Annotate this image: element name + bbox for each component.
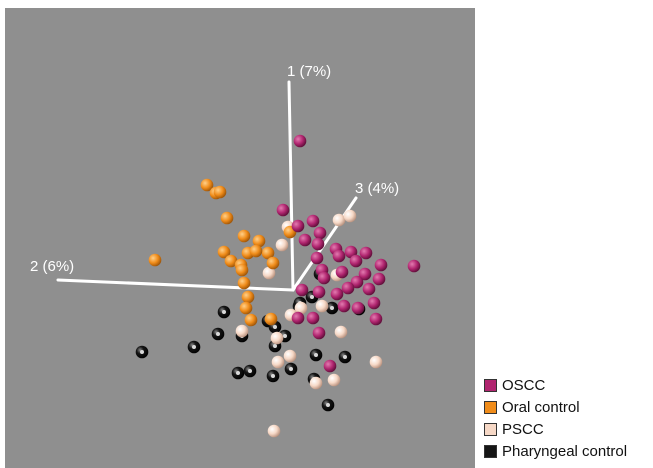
- point-oral-control-20: [264, 312, 278, 326]
- legend-item-oscc: OSCC: [484, 374, 627, 396]
- point-pscc-17: [267, 424, 281, 438]
- legend-swatch-oscc: [484, 378, 497, 392]
- point-highlight-pharyngeal-control-7: [273, 325, 277, 329]
- point-highlight-pharyngeal-control-8: [216, 332, 220, 336]
- legend-item-pharyngeal-control: Pharyngeal control: [484, 440, 627, 462]
- point-pscc-7: [294, 301, 308, 315]
- point-oscc-12: [349, 254, 363, 268]
- point-oral-control-13: [235, 263, 249, 277]
- point-pscc-2: [343, 209, 357, 223]
- point-highlight-pharyngeal-control-5: [222, 310, 226, 314]
- point-oscc-13: [374, 258, 388, 272]
- point-pscc-4: [262, 266, 276, 280]
- point-oscc-23: [295, 283, 309, 297]
- point-oscc-30: [306, 311, 320, 325]
- point-pscc-8: [235, 324, 249, 338]
- point-highlight-pharyngeal-control-19: [271, 374, 275, 378]
- point-oscc-11: [310, 251, 324, 265]
- axis-2-line: [56, 278, 295, 292]
- point-oscc-33: [323, 359, 337, 373]
- point-highlight-pharyngeal-control-14: [314, 353, 318, 357]
- legend-item-oral-control: Oral control: [484, 396, 627, 418]
- point-oral-control-2: [213, 185, 227, 199]
- point-highlight-pharyngeal-control-1: [310, 295, 314, 299]
- point-oscc-19: [372, 272, 386, 286]
- point-oral-control-19: [244, 313, 258, 327]
- point-oscc-28: [351, 301, 365, 315]
- point-pscc-16: [309, 376, 323, 390]
- point-oscc-3: [291, 219, 305, 233]
- point-oral-control-17: [241, 290, 255, 304]
- point-highlight-pharyngeal-control-21: [326, 403, 330, 407]
- point-pscc-3: [275, 238, 289, 252]
- point-oscc-25: [330, 287, 344, 301]
- point-oscc-16: [335, 265, 349, 279]
- point-highlight-pharyngeal-control-12: [140, 350, 144, 354]
- scatter-plot-3d: 1 (7%) 2 (6%) 3 (4%): [5, 8, 475, 468]
- point-highlight-pharyngeal-control-18: [248, 369, 252, 373]
- legend: OSCC Oral control PSCC Pharyngeal contro…: [484, 374, 627, 462]
- point-oscc-5: [298, 233, 312, 247]
- point-oral-control-9: [261, 246, 275, 260]
- point-pscc-10: [334, 325, 348, 339]
- point-highlight-pharyngeal-control-11: [192, 345, 196, 349]
- point-pscc-15: [327, 373, 341, 387]
- legend-label-pscc: PSCC: [502, 420, 544, 438]
- point-oscc-0: [293, 134, 307, 148]
- point-oscc-32: [312, 326, 326, 340]
- axis-1-label: 1 (7%): [287, 63, 331, 80]
- legend-swatch-pscc: [484, 422, 497, 436]
- point-oscc-1: [276, 203, 290, 217]
- legend-swatch-oral-control: [484, 400, 497, 414]
- point-highlight-pharyngeal-control-3: [330, 306, 334, 310]
- point-pscc-1: [332, 213, 346, 227]
- legend-label-oscc: OSCC: [502, 376, 546, 394]
- data-points: [135, 134, 421, 438]
- point-oscc-29: [291, 311, 305, 325]
- point-oral-control-0: [200, 178, 214, 192]
- legend-item-pscc: PSCC: [484, 418, 627, 440]
- point-oscc-21: [341, 281, 355, 295]
- point-oscc-27: [337, 299, 351, 313]
- axis-3-label: 3 (4%): [355, 180, 399, 197]
- point-oscc-17: [358, 267, 372, 281]
- point-oscc-31: [369, 312, 383, 326]
- point-oral-control-16: [237, 276, 251, 290]
- point-oral-control-6: [252, 234, 266, 248]
- point-oscc-20: [350, 275, 364, 289]
- legend-label-oral-control: Oral control: [502, 398, 580, 416]
- point-oscc-26: [367, 296, 381, 310]
- point-highlight-pharyngeal-control-13: [273, 344, 277, 348]
- point-oscc-18: [317, 271, 331, 285]
- point-oral-control-14: [266, 256, 280, 270]
- point-highlight-pharyngeal-control-17: [236, 371, 240, 375]
- point-oral-control-3: [220, 211, 234, 225]
- point-oral-control-5: [237, 229, 251, 243]
- point-oral-control-11: [249, 244, 263, 258]
- axis-1-line: [287, 80, 295, 292]
- point-highlight-pharyngeal-control-15: [343, 355, 347, 359]
- axis-2-label: 2 (6%): [30, 258, 74, 275]
- point-oscc-10: [332, 249, 346, 263]
- point-pscc-6: [315, 299, 329, 313]
- point-oral-control-10: [224, 254, 238, 268]
- point-pscc-14: [271, 355, 285, 369]
- point-highlight-pharyngeal-control-9: [283, 334, 287, 338]
- point-oral-control-15: [148, 253, 162, 267]
- legend-label-pharyngeal-control: Pharyngeal control: [502, 442, 628, 460]
- point-oscc-2: [306, 214, 320, 228]
- point-oscc-24: [312, 285, 326, 299]
- point-oral-control-7: [217, 245, 231, 259]
- point-oscc-22: [362, 282, 376, 296]
- point-oscc-9: [359, 246, 373, 260]
- point-oscc-14: [407, 259, 421, 273]
- legend-swatch-pharyngeal-control: [484, 444, 497, 458]
- point-pscc-13: [369, 355, 383, 369]
- point-pscc-11: [270, 331, 284, 345]
- point-pscc-12: [283, 349, 297, 363]
- point-oscc-4: [313, 226, 327, 240]
- point-oral-control-18: [239, 301, 253, 315]
- point-highlight-pharyngeal-control-16: [289, 367, 293, 371]
- point-oscc-6: [311, 237, 325, 251]
